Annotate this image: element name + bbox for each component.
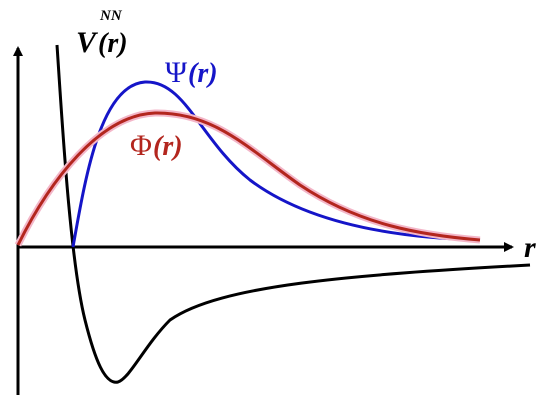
psi-symbol: Ψ	[165, 56, 188, 89]
phi-curve	[16, 111, 481, 246]
potential-curve	[55, 44, 531, 384]
axis-label: r	[524, 231, 536, 264]
phi-arg: (r)	[153, 131, 183, 162]
psi-arg: (r)	[188, 58, 218, 89]
potential-superscript: NN	[99, 8, 123, 24]
potential-arg: (r)	[98, 28, 128, 59]
potential-symbol: V	[76, 26, 99, 59]
phi-symbol: Φ	[130, 129, 152, 162]
